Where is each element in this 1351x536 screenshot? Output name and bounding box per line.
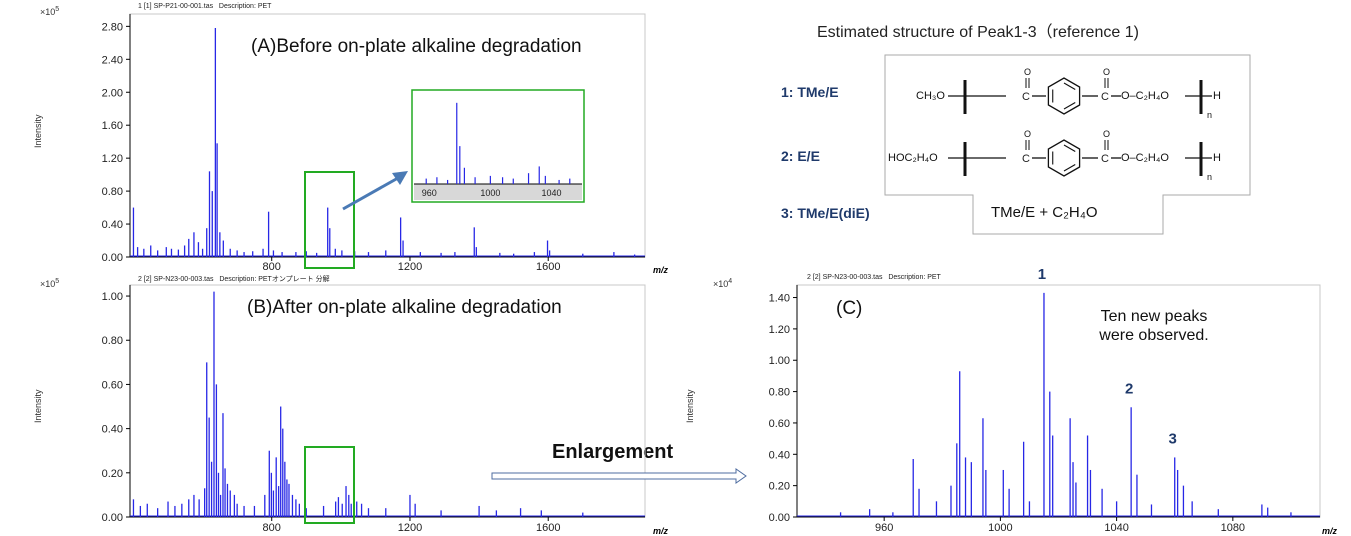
formula-2-n: n <box>1207 172 1213 182</box>
benzene-ring-1-double-bond <box>1063 82 1076 90</box>
formula-1-o-left: O <box>1024 67 1032 77</box>
y-tick-label-C: 0.00 <box>769 512 790 524</box>
y-tick-label-C: 1.40 <box>769 293 790 305</box>
peak-annotation-1: 1 <box>1038 266 1046 283</box>
x-tick-label-B: 800 <box>263 522 281 534</box>
y-tick-label-B: 0.20 <box>102 468 123 480</box>
x-tick-label-C: 1000 <box>988 522 1012 534</box>
inset-x-tick-label: 1040 <box>541 188 561 198</box>
peak-annotation-2: 2 <box>1125 380 1133 397</box>
inset-x-tick-label: 1000 <box>480 188 500 198</box>
structure-label-1: 1: TMe/E <box>781 84 839 100</box>
panel-c-multiplier: ×104 <box>713 278 733 289</box>
x-tick-label-B: 1200 <box>398 522 422 534</box>
panel-b-multiplier: ×105 <box>40 278 60 289</box>
y-tick-label-A: 0.80 <box>102 186 123 198</box>
benzene-ring-1 <box>1047 77 1081 115</box>
y-tick-label-A: 0.40 <box>102 219 123 231</box>
y-tick-label-B: 0.40 <box>102 424 123 436</box>
benzene-ring-1-double-bond <box>1063 102 1076 110</box>
panel-a-title: (A)Before on-plate alkaline degradation <box>251 36 582 57</box>
carbonyl-c-left-2: C <box>1022 153 1030 165</box>
x-tick-label-C: 1080 <box>1221 522 1245 534</box>
formula-1-left: CH₃O <box>916 90 945 102</box>
y-tick-label-C: 0.40 <box>769 449 790 461</box>
formula-2-left: HOC₂H₄O <box>888 152 938 164</box>
formula-2-o-left: O <box>1024 129 1032 139</box>
y-tick-label-A: 1.20 <box>102 153 123 165</box>
panel-a-header: 1 [1] SP-P21-00-001.tas Description: PET <box>138 3 272 10</box>
structure-label-3: 3: TMe/E(diE) <box>781 205 870 221</box>
panel-c-note: Ten new peaks were observed. <box>1099 308 1209 344</box>
y-tick-label-C: 0.60 <box>769 418 790 430</box>
carbonyl-c-left-1: C <box>1022 91 1030 103</box>
panel-b-title: (B)After on-plate alkaline degradation <box>247 297 562 318</box>
structure-title: Estimated structure of Peak1-3（reference… <box>817 24 1139 41</box>
benzene-ring-2-double-bond <box>1063 144 1076 152</box>
peak-annotation-3: 3 <box>1169 430 1177 447</box>
formula-3: TMe/E + C₂H₄O <box>991 204 1098 221</box>
highlight-box-b <box>304 446 355 524</box>
x-tick-label-C: 1040 <box>1104 522 1128 534</box>
structure-box <box>884 54 1251 235</box>
panel-a-xunit: m/z <box>653 265 669 275</box>
y-tick-label-A: 2.80 <box>102 21 123 33</box>
y-tick-label-B: 1.00 <box>102 291 123 303</box>
formula-1-n: n <box>1207 110 1213 120</box>
formula-1-o-right: O <box>1103 67 1111 77</box>
structure-label-2: 2: E/E <box>781 148 820 164</box>
formula-1-mid: O–C₂H₄O <box>1121 90 1169 102</box>
formula-1-h: H <box>1213 90 1221 102</box>
inset-x-tick-label: 960 <box>422 188 437 198</box>
x-tick-label-A: 1200 <box>398 261 422 273</box>
y-tick-label-B: 0.00 <box>102 512 123 524</box>
plot-frame-C <box>796 284 1321 518</box>
carbonyl-c-right-1: C <box>1101 91 1109 103</box>
y-tick-label-B: 0.60 <box>102 379 123 391</box>
formula-2-mid: O–C₂H₄O <box>1121 152 1169 164</box>
inset-axis-band <box>414 184 582 200</box>
x-tick-label-A: 1600 <box>536 261 560 273</box>
y-tick-label-C: 1.20 <box>769 324 790 336</box>
x-tick-label-B: 1600 <box>536 522 560 534</box>
benzene-ring-2 <box>1047 139 1081 177</box>
enlargement-arrow <box>491 468 747 484</box>
benzene-ring-2-double-bond <box>1063 164 1076 172</box>
y-tick-label-C: 0.20 <box>769 481 790 493</box>
panel-b-xunit: m/z <box>653 526 669 536</box>
panel-c-header: 2 [2] SP-N23-00-003.tas Description: PET <box>807 274 941 281</box>
y-tick-label-A: 0.00 <box>102 252 123 264</box>
x-tick-label-A: 800 <box>263 261 281 273</box>
panel-a-multiplier: ×105 <box>40 6 60 17</box>
y-tick-label-A: 2.40 <box>102 54 123 66</box>
enlargement-label: Enlargement <box>552 441 674 463</box>
inset-arrow-line <box>342 176 399 211</box>
formula-2-o-right: O <box>1103 129 1111 139</box>
y-tick-label-C: 1.00 <box>769 355 790 367</box>
panel-c-xunit: m/z <box>1322 526 1338 536</box>
y-tick-label-A: 2.00 <box>102 87 123 99</box>
y-tick-label-C: 0.80 <box>769 387 790 399</box>
panel-b-header: 2 [2] SP-N23-00-003.tas Description: PET… <box>138 276 330 283</box>
y-tick-label-A: 1.60 <box>102 120 123 132</box>
y-tick-label-B: 0.80 <box>102 335 123 347</box>
inset-arrow-head <box>392 171 408 185</box>
formula-2-h: H <box>1213 152 1221 164</box>
inset-box <box>411 89 585 203</box>
panel-c-title: (C) <box>836 298 863 319</box>
highlight-box-a <box>304 171 355 269</box>
carbonyl-c-right-2: C <box>1101 153 1109 165</box>
x-tick-label-C: 960 <box>875 522 893 534</box>
